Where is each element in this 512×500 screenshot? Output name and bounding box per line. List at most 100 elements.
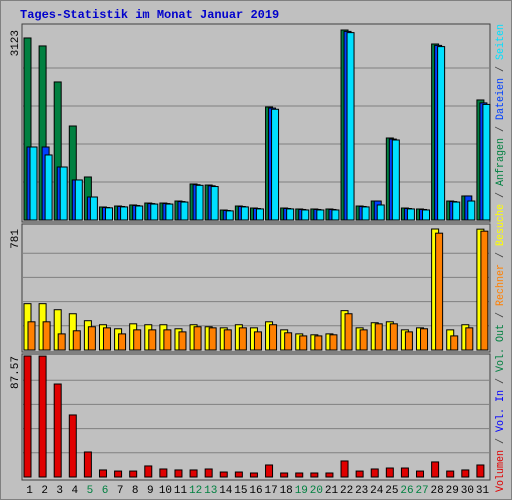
- bar: [461, 469, 470, 478]
- bar: [361, 206, 370, 221]
- x-tick-label: 19: [295, 485, 308, 497]
- x-tick-label: 21: [325, 485, 339, 497]
- x-tick-label: 18: [280, 485, 293, 497]
- bar: [83, 451, 92, 478]
- bar: [280, 472, 289, 478]
- bar: [344, 313, 353, 351]
- bar: [420, 328, 429, 351]
- x-tick-label: 14: [219, 485, 233, 497]
- x-tick-label: 26: [400, 485, 413, 497]
- bar: [355, 470, 364, 478]
- bar: [135, 205, 144, 221]
- x-tick-label: 31: [476, 485, 490, 497]
- bar: [437, 46, 446, 221]
- x-tick-label: 5: [87, 485, 94, 497]
- bar: [29, 146, 38, 221]
- x-tick-label: 17: [264, 485, 277, 497]
- bar: [159, 468, 168, 478]
- bar: [219, 471, 228, 478]
- bar: [104, 207, 113, 221]
- bar: [38, 355, 47, 478]
- x-tick-label: 10: [159, 485, 172, 497]
- bar: [314, 335, 323, 351]
- legend-entry: Besuche: [495, 204, 507, 246]
- x-tick-label: 9: [147, 485, 154, 497]
- bar: [120, 206, 129, 221]
- bar: [234, 471, 243, 478]
- x-tick-label: 30: [461, 485, 474, 497]
- bar: [87, 326, 96, 351]
- bar: [255, 208, 264, 221]
- bar: [286, 208, 295, 221]
- x-tick-label: 20: [310, 485, 323, 497]
- legend-separator: /: [495, 306, 507, 324]
- legend-separator: /: [495, 60, 507, 78]
- bar: [299, 335, 308, 351]
- bar: [165, 203, 174, 221]
- bar: [389, 323, 398, 351]
- bar: [450, 335, 459, 351]
- legend-entry: Seiten: [495, 24, 507, 60]
- x-tick-label: 11: [174, 485, 188, 497]
- bar: [148, 329, 157, 351]
- bar: [174, 469, 183, 478]
- legend-separator: /: [495, 186, 507, 204]
- bar: [295, 472, 304, 478]
- x-tick-label: 25: [385, 485, 398, 497]
- chart-title: Tages-Statistik im Monat Januar 2019: [20, 8, 279, 22]
- bar: [265, 464, 274, 478]
- bar: [370, 468, 379, 478]
- x-tick-label: 23: [355, 485, 368, 497]
- bar: [240, 206, 249, 221]
- x-tick-label: 12: [189, 485, 202, 497]
- x-tick-label: 7: [117, 485, 124, 497]
- legend-separator: /: [495, 120, 507, 138]
- bar: [346, 32, 355, 221]
- bar: [129, 470, 138, 478]
- bar: [193, 326, 202, 351]
- legend-entry: Vol. In: [495, 390, 507, 432]
- bar: [284, 332, 293, 351]
- legend: Volumen / Vol. In / Vol. Out / Rechner /…: [495, 24, 507, 492]
- x-tick-label: 27: [415, 485, 428, 497]
- bar: [374, 323, 383, 351]
- y-tick-label: 87.57: [10, 356, 22, 389]
- x-tick-label: 28: [431, 485, 444, 497]
- x-tick-label: 22: [340, 485, 353, 497]
- bar: [465, 327, 474, 351]
- bar: [208, 327, 217, 351]
- bar: [72, 330, 81, 351]
- legend-entry: Volumen: [495, 450, 507, 492]
- bar: [210, 186, 219, 221]
- x-tick-label: 24: [370, 485, 384, 497]
- bar: [74, 179, 83, 221]
- bar: [316, 209, 325, 221]
- bar: [178, 331, 187, 351]
- x-tick-label: 16: [249, 485, 262, 497]
- bar: [446, 470, 455, 478]
- legend-entry: Vol. Out: [495, 324, 507, 372]
- bar: [102, 327, 111, 351]
- legend-separator: /: [495, 432, 507, 450]
- bar: [249, 472, 258, 478]
- bar: [118, 333, 127, 351]
- bar: [480, 230, 489, 351]
- bar: [340, 460, 349, 478]
- bar: [422, 209, 431, 221]
- bar: [271, 108, 280, 221]
- bar: [476, 464, 485, 478]
- bar: [89, 196, 98, 221]
- x-tick-label: 13: [204, 485, 217, 497]
- bar: [329, 334, 338, 351]
- bar: [98, 469, 107, 478]
- bar: [150, 203, 159, 221]
- bar: [163, 329, 172, 351]
- bar: [406, 208, 415, 221]
- bar: [452, 201, 461, 221]
- bar: [482, 103, 491, 221]
- bar: [416, 470, 425, 478]
- bar: [57, 333, 66, 351]
- bar: [400, 467, 409, 478]
- bar: [269, 324, 278, 351]
- legend-separator: /: [495, 246, 507, 264]
